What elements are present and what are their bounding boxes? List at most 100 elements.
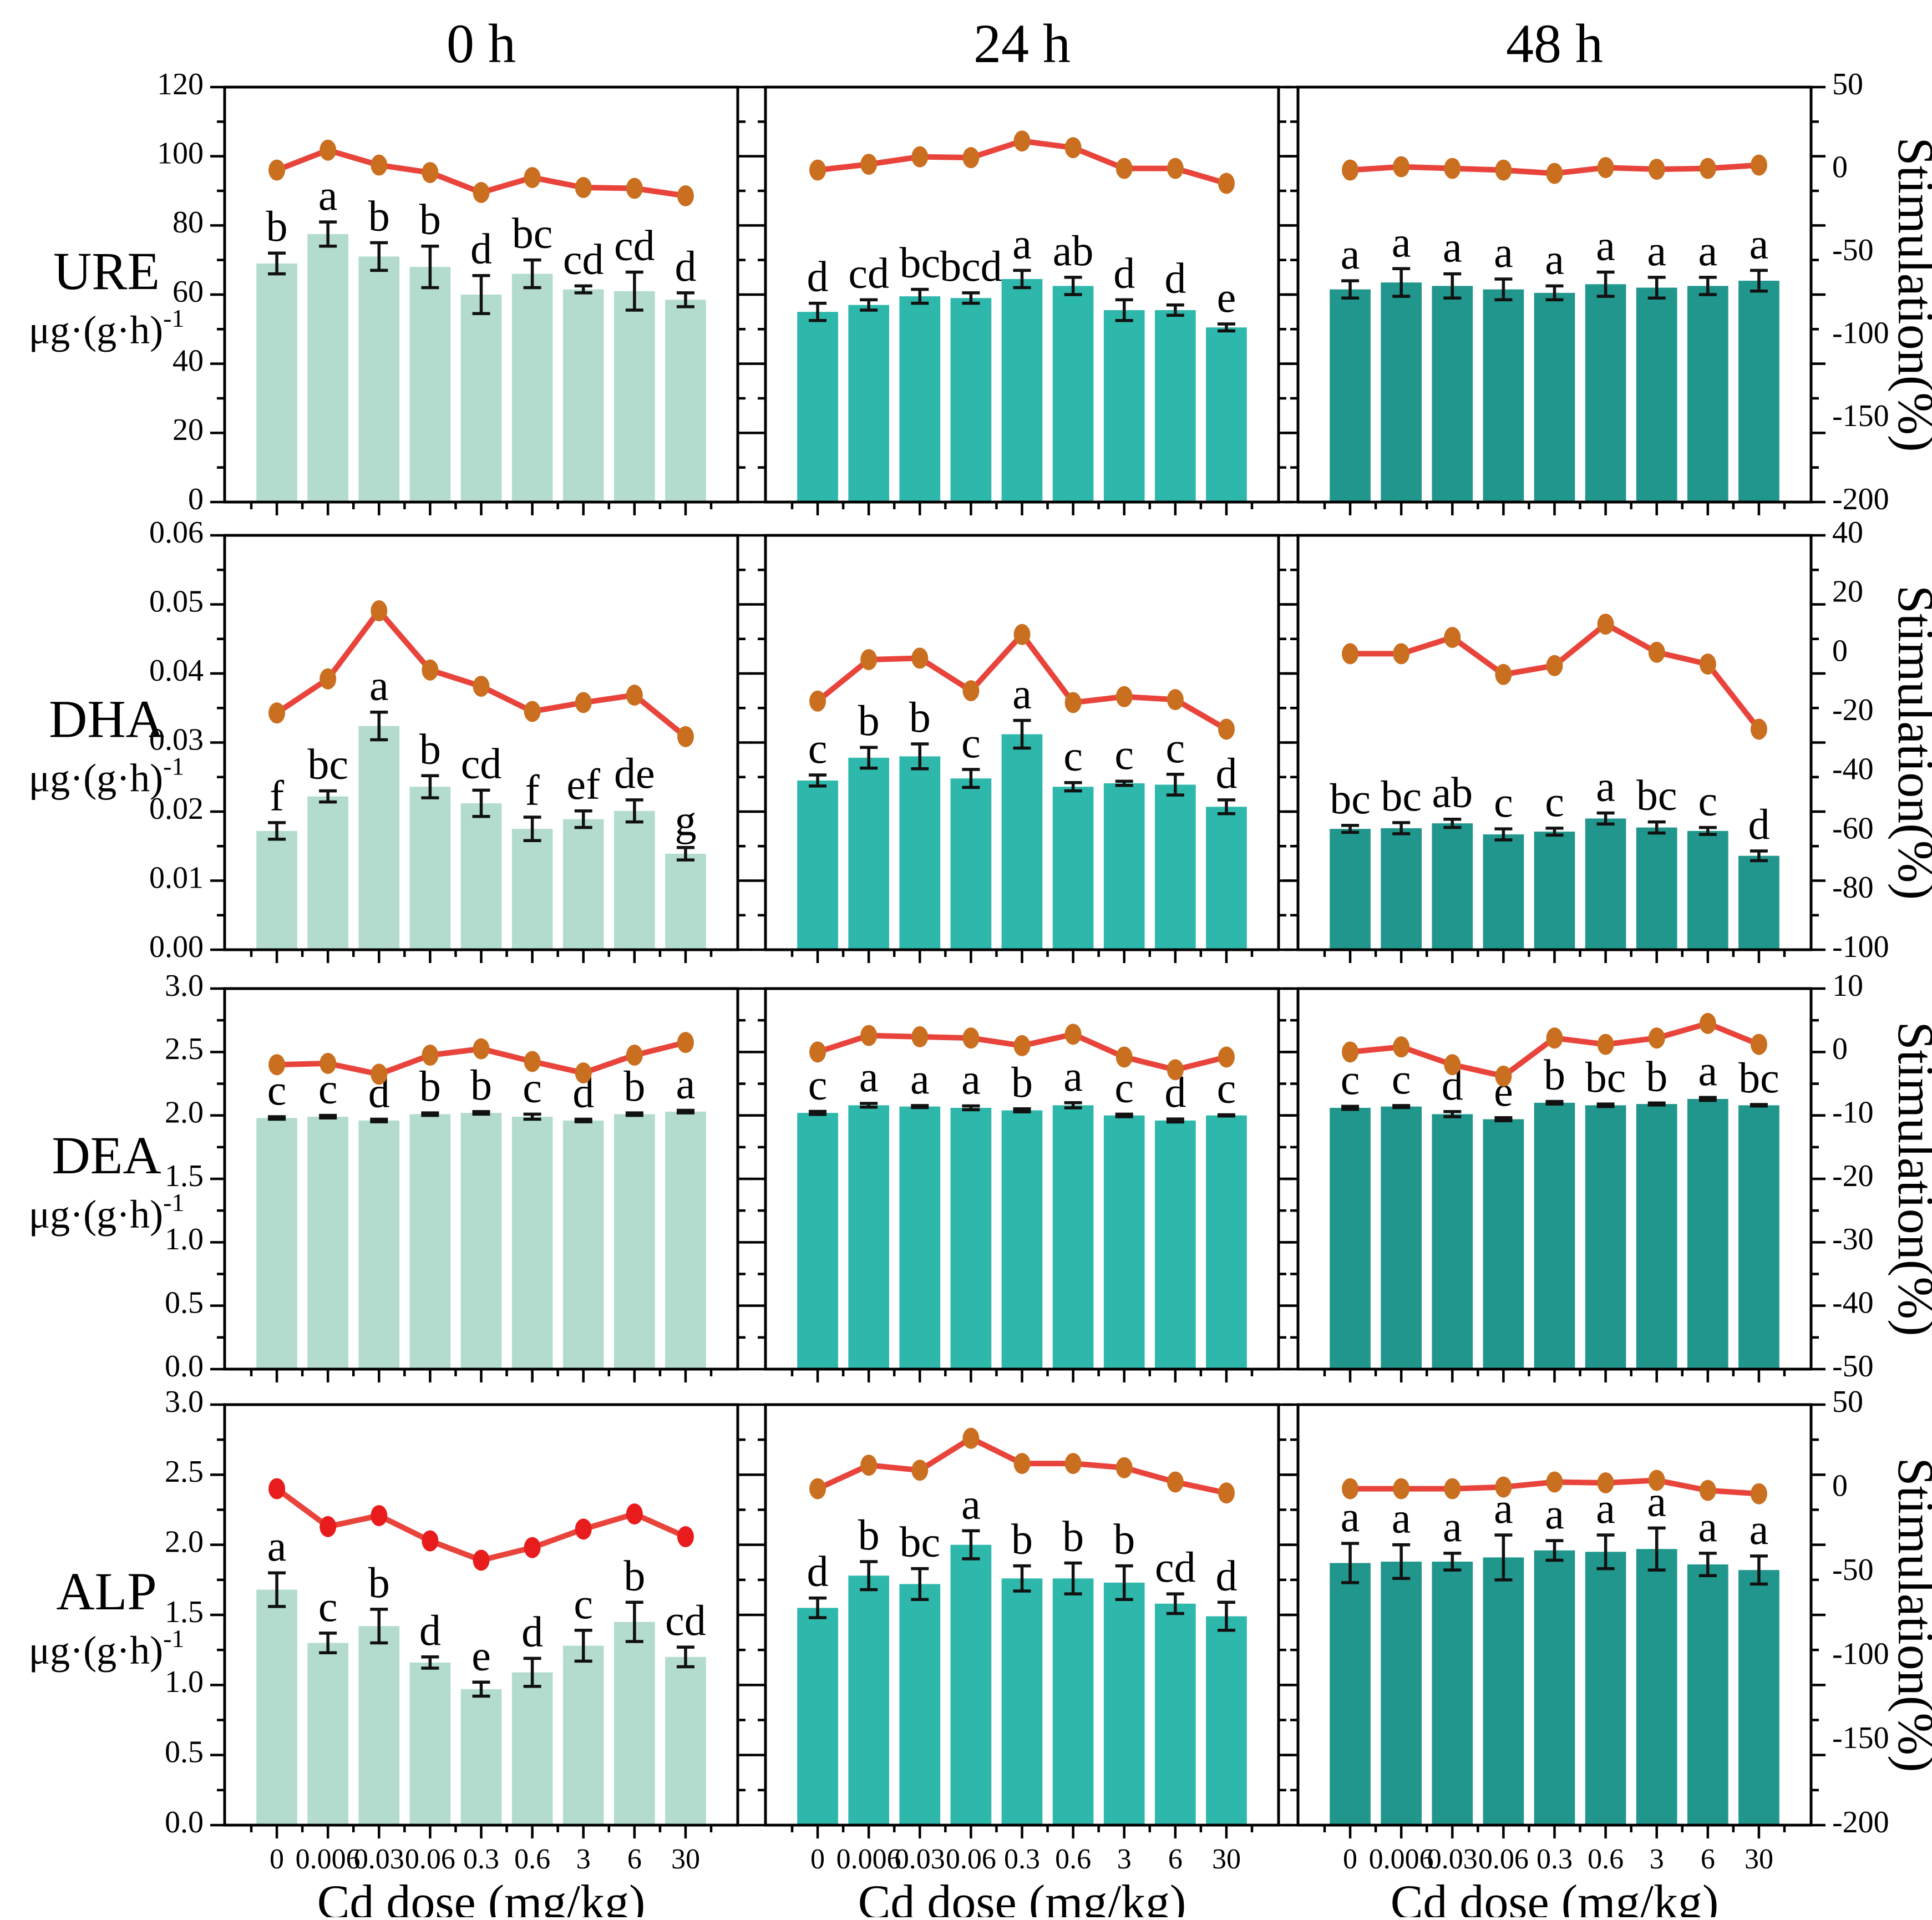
bar <box>1432 1114 1473 1369</box>
significance-letter: d <box>1164 254 1186 302</box>
significance-letter: c <box>1166 723 1185 772</box>
x-axis-title: Cd dose (mg/kg) <box>858 1876 1186 1917</box>
error-bar <box>268 251 286 276</box>
error-bar <box>574 1629 592 1663</box>
bar <box>899 1584 941 1825</box>
stimulation-line <box>274 606 688 739</box>
x-tick-label: 3 <box>1117 1843 1132 1875</box>
bar <box>613 810 655 950</box>
error-bar <box>962 768 980 789</box>
significance-letter: c <box>1494 778 1513 826</box>
column-title: 24 h <box>973 13 1071 74</box>
right-tick-label: -40 <box>1832 1286 1874 1320</box>
bar <box>1636 1549 1677 1825</box>
significance-letter: c <box>1217 1064 1236 1112</box>
bar <box>797 1113 838 1369</box>
significance-letter: a <box>1341 1492 1360 1541</box>
x-tick-label: 0 <box>1343 1843 1357 1875</box>
bar <box>562 1645 604 1825</box>
right-tick-label: -50 <box>1832 233 1874 267</box>
stimulation-marker <box>1013 130 1031 152</box>
bar <box>1483 1557 1524 1825</box>
significance-letter: c <box>1341 1055 1360 1103</box>
y-tick-label: 0.03 <box>149 722 204 757</box>
y-tick-label: 0.00 <box>149 930 204 964</box>
significance-letter: d <box>521 1607 543 1655</box>
stimulation-marker <box>1495 1065 1512 1087</box>
error-bar <box>1443 1110 1462 1118</box>
error-bar <box>1115 779 1133 787</box>
x-tick-label: 0 <box>810 1843 825 1875</box>
error-bar <box>1750 1103 1768 1108</box>
stimulation-marker <box>626 178 643 199</box>
stimulation-marker <box>1546 1027 1563 1049</box>
x-tick-label: 0.3 <box>463 1843 499 1875</box>
error-bar <box>676 1108 694 1114</box>
right-axis-title: Stimulation(%) <box>1888 1457 1932 1772</box>
error-bar <box>625 270 643 312</box>
bar <box>358 1120 400 1369</box>
significance-letter: cd <box>563 235 604 283</box>
stimulation-marker <box>809 690 826 712</box>
stimulation-marker <box>1444 158 1461 179</box>
bar <box>358 1626 400 1825</box>
stimulation-marker <box>1167 158 1184 179</box>
error-bar <box>860 298 878 312</box>
y-tick-label: 0.06 <box>149 515 204 550</box>
stimulation-marker <box>1013 624 1031 645</box>
error-bar <box>523 1656 541 1688</box>
bar <box>409 787 451 950</box>
significance-letter: b <box>368 1558 390 1607</box>
error-bar <box>1494 277 1513 302</box>
bar <box>665 1656 706 1825</box>
right-tick-label: 50 <box>1832 67 1863 102</box>
axis-ticks <box>210 534 752 963</box>
y-tick-label: 3.0 <box>165 969 204 1003</box>
significance-letter: b <box>470 1061 492 1109</box>
y-tick-label: 0.0 <box>165 1349 204 1384</box>
bar <box>307 1643 349 1825</box>
bar <box>1381 1561 1422 1825</box>
significance-letter: bc <box>512 209 553 257</box>
right-axis-title: Stimulation(%) <box>1888 585 1932 900</box>
bar <box>797 1608 838 1825</box>
bar <box>950 778 992 950</box>
bar <box>1636 827 1677 950</box>
significance-letter: a <box>1443 223 1462 271</box>
bar <box>511 273 553 502</box>
right-tick-label: 40 <box>1832 515 1863 550</box>
stimulation-marker <box>677 1526 694 1548</box>
stimulation-marker <box>1495 159 1512 181</box>
error-bar <box>472 788 490 818</box>
bar <box>1687 830 1728 950</box>
bar <box>460 1689 502 1825</box>
error-bar <box>421 1655 439 1670</box>
significance-letter: bc <box>1381 772 1422 820</box>
y-tick-label: 1.5 <box>165 1159 204 1193</box>
row-label: URE <box>53 241 160 301</box>
error-bar <box>911 742 929 771</box>
stimulation-marker <box>320 139 337 161</box>
significance-letter: b <box>1646 1052 1667 1100</box>
significance-letter: a <box>369 661 389 710</box>
significance-letter: b <box>419 725 441 773</box>
stimulation-marker <box>962 680 980 702</box>
error-bar <box>319 220 337 248</box>
significance-letter: de <box>614 749 655 797</box>
stimulation-marker <box>860 1025 878 1046</box>
significance-letter: bc <box>1330 774 1371 823</box>
stimulation-marker <box>268 702 286 724</box>
stimulation-marker <box>268 1478 286 1499</box>
stimulation-marker <box>1393 156 1410 178</box>
y-tick-label: 0.04 <box>149 653 204 688</box>
significance-letter: b <box>266 202 288 250</box>
y-tick-label: 1.5 <box>165 1595 204 1629</box>
significance-letter: cd <box>614 221 655 269</box>
row-label: DHA <box>49 690 164 749</box>
stimulation-marker <box>677 185 694 206</box>
row-label: DEA <box>52 1126 161 1185</box>
stimulation-marker <box>626 1045 643 1066</box>
bar <box>1534 832 1575 950</box>
significance-letter: c <box>1698 777 1718 825</box>
